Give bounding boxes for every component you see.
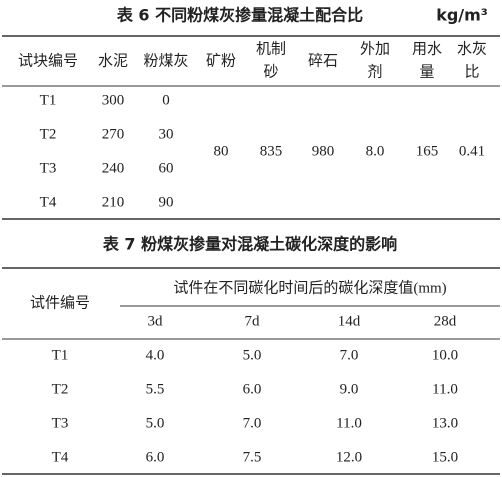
cell: T3 xyxy=(52,415,69,431)
cell: 12.0 xyxy=(336,449,362,465)
column-header: 粉煤灰 xyxy=(143,52,188,69)
cell: 15.0 xyxy=(432,449,458,465)
cell: 6.0 xyxy=(146,449,165,465)
cell: T2 xyxy=(40,126,57,142)
cell: 300 xyxy=(102,92,125,108)
column-header: 用水 xyxy=(412,40,442,57)
cell: 9.0 xyxy=(340,381,359,397)
cell: 0 xyxy=(162,92,170,108)
cell: 11.0 xyxy=(432,381,458,397)
column-header: 量 xyxy=(419,64,434,80)
cell: 7.5 xyxy=(243,449,262,465)
column-header: 水灰 xyxy=(457,40,487,57)
table-title: 表 7 粉煤灰掺量对混凝土碳化深度的影响 xyxy=(102,235,397,254)
cell: 90 xyxy=(159,194,174,210)
column-header: 14d xyxy=(338,313,361,329)
cell: 8.0 xyxy=(366,143,385,159)
column-header: 试块编号 xyxy=(18,52,78,69)
table-unit: kg/m³ xyxy=(436,6,488,25)
cell: 7.0 xyxy=(340,347,359,363)
cell: 5.0 xyxy=(243,347,262,363)
cell: 11.0 xyxy=(336,415,362,431)
cell: 165 xyxy=(416,143,439,159)
column-header: 3d xyxy=(148,313,164,329)
column-header: 砂 xyxy=(263,63,278,80)
cell: 13.0 xyxy=(432,415,458,431)
cell: T4 xyxy=(52,449,69,465)
column-header: 7d xyxy=(245,313,261,329)
cell: 10.0 xyxy=(432,347,458,363)
cell: 270 xyxy=(102,126,125,142)
cell: 5.0 xyxy=(146,415,165,431)
row-header: 试件编号 xyxy=(30,294,90,311)
cell: 80 xyxy=(214,143,229,159)
column-header: 矿粉 xyxy=(206,52,236,69)
cell: 0.41 xyxy=(459,143,485,159)
cell: T1 xyxy=(40,92,57,108)
cell: T1 xyxy=(52,347,69,363)
cell: 5.5 xyxy=(146,381,165,397)
column-header: 剂 xyxy=(367,63,382,80)
cell: 4.0 xyxy=(146,347,165,363)
column-header: 水泥 xyxy=(98,52,128,69)
cell: 980 xyxy=(312,143,335,159)
column-header: 28d xyxy=(434,313,457,329)
column-header: 比 xyxy=(464,63,479,80)
cell: T4 xyxy=(40,194,57,210)
cell: 60 xyxy=(159,160,174,176)
cell: T2 xyxy=(52,381,69,397)
cell: 835 xyxy=(260,143,283,159)
group-header: 试件在不同碳化时间后的碳化深度值(mm) xyxy=(173,279,446,296)
column-header: 碎石 xyxy=(308,52,338,69)
cell: 30 xyxy=(159,126,174,142)
cell: 240 xyxy=(102,160,125,176)
cell: 6.0 xyxy=(243,381,262,397)
table-title: 表 6 不同粉煤灰掺量混凝土配合比 xyxy=(116,6,363,25)
column-header: 机制 xyxy=(256,40,286,57)
cell: 7.0 xyxy=(243,415,262,431)
column-header: 外加 xyxy=(360,40,390,57)
cell: T3 xyxy=(40,160,57,176)
cell: 210 xyxy=(102,194,125,210)
